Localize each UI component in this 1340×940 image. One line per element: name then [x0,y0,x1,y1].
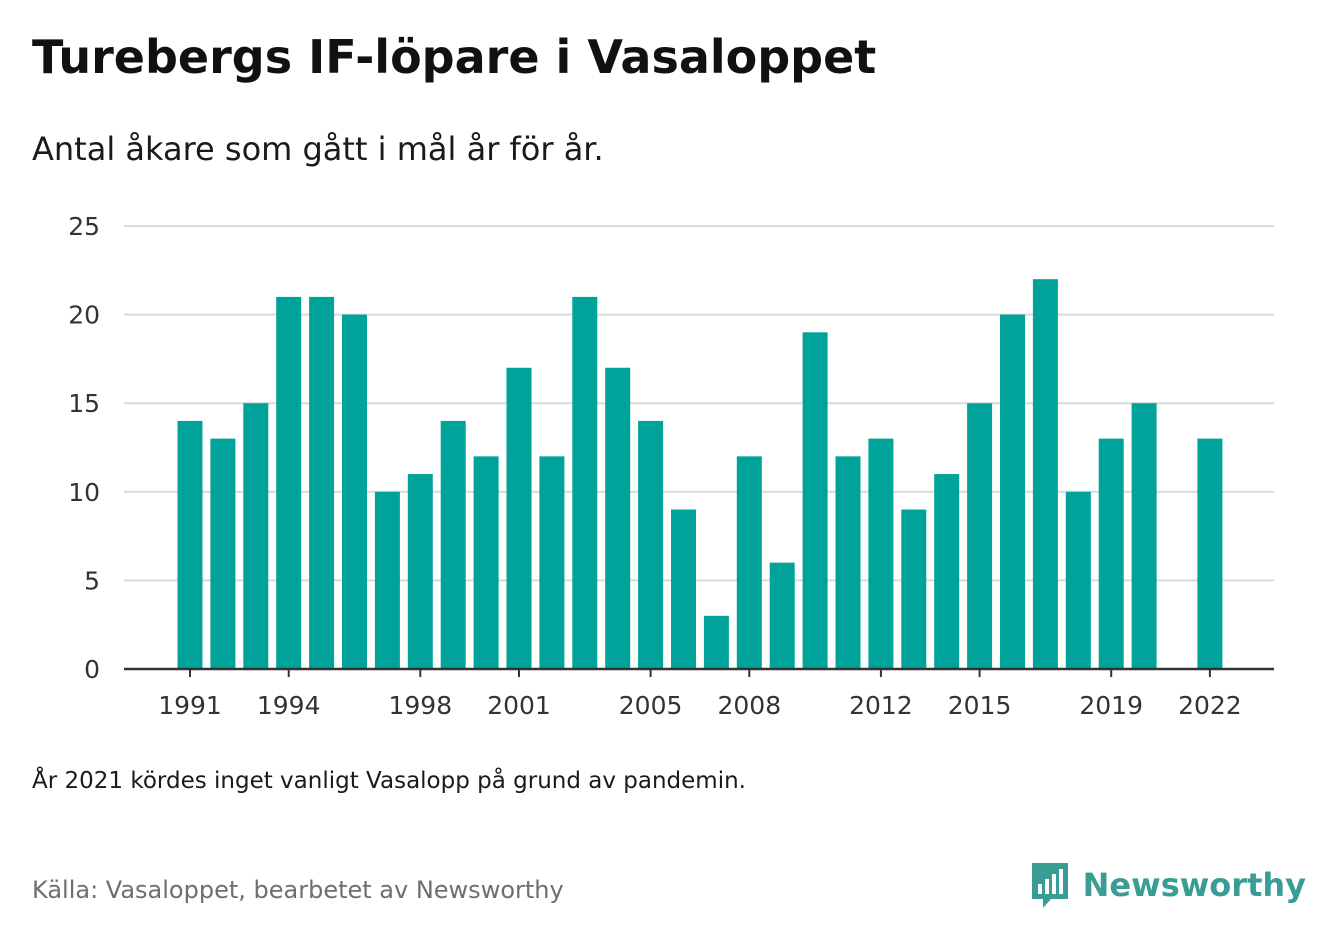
source-credit: Källa: Vasaloppet, bearbetet av Newswort… [32,876,564,904]
bars [177,279,1223,669]
x-tick-label: 1998 [388,691,452,720]
bar-1994[interactable] [276,296,302,669]
bar-2022[interactable] [1197,438,1223,669]
x-tick-label: 1994 [257,691,321,720]
y-tick-label: 0 [84,655,100,684]
x-tick-label: 2015 [948,691,1012,720]
bar-2012[interactable] [868,438,894,669]
y-tick-label: 15 [68,389,100,418]
x-tick-label: 2022 [1178,691,1242,720]
bar-2020[interactable] [1131,403,1157,669]
bar-2009[interactable] [769,562,795,669]
bar-2003[interactable] [572,296,598,669]
bar-1998[interactable] [407,474,433,669]
bar-1997[interactable] [374,491,400,669]
x-tick-label: 2012 [849,691,913,720]
bar-2011[interactable] [835,456,861,669]
y-tick-label: 10 [68,478,100,507]
axes: 0 5 10 15 20 25 1991 1994 1998 2001 2005 2008 2012 20… [68,212,1274,720]
bar-2001[interactable] [506,367,532,669]
x-tick-label: 2005 [619,691,683,720]
y-tick-label: 20 [68,301,100,330]
y-tick-label: 25 [68,212,100,241]
x-tick-label: 2008 [717,691,781,720]
bar-2005[interactable] [638,420,664,669]
chart-note: År 2021 kördes inget vanligt Vasalopp på… [32,768,746,794]
y-tick-label: 5 [84,566,100,595]
bar-1996[interactable] [342,314,367,669]
bar-2013[interactable] [901,509,927,669]
bar-chart: 0 5 10 15 20 25 1991 1994 1998 2001 2005 2008 2012 20… [68,212,1274,720]
brand-logo[interactable]: Newsworthy [1029,860,1306,910]
brand-name: Newsworthy [1082,866,1306,904]
bar-2017[interactable] [1032,279,1058,669]
bar-1991[interactable] [177,420,203,669]
chart-subtitle: Antal åkare som gått i mål år för år. [32,130,604,168]
bar-1992[interactable] [210,438,236,669]
bar-2014[interactable] [934,474,960,669]
newsworthy-logo-icon [1031,863,1068,908]
bar-2007[interactable] [703,615,729,669]
bar-2019[interactable] [1098,438,1124,669]
bar-2010[interactable] [802,332,828,669]
bar-1993[interactable] [243,403,269,669]
x-tick-label: 2001 [487,691,551,720]
bar-1999[interactable] [440,420,466,669]
bar-2018[interactable] [1065,491,1091,669]
bar-2006[interactable] [671,509,696,669]
bar-2002[interactable] [539,456,565,669]
x-tick-label: 1991 [158,691,222,720]
bar-2000[interactable] [473,456,499,669]
x-tick-label: 2019 [1079,691,1143,720]
bar-2004[interactable] [605,367,631,669]
bar-2016[interactable] [1000,314,1025,669]
chart-title: Turebergs IF-löpare i Vasaloppet [32,30,877,84]
bar-1995[interactable] [309,296,335,669]
bar-2015[interactable] [967,403,993,669]
bar-2008[interactable] [736,456,762,669]
